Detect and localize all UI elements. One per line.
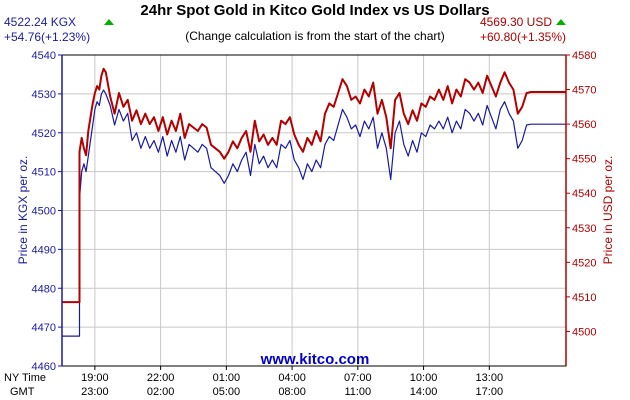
- usd-up-triangle-icon: [556, 19, 566, 25]
- left-tick-label: 4480: [32, 283, 56, 295]
- usd-change: +60.80(+1.35%): [480, 30, 566, 44]
- x-tick-label-ny: 13:00: [476, 372, 504, 384]
- right-tick-labels: 4500 4510 4520 4530 4540 4550 4560 4570 4580: [566, 50, 596, 338]
- x-tick-labels: 19:00 23:00 22:00 02:00 01:00 05:00 04:00 08:00…: [81, 366, 503, 398]
- left-tick-label: 4500: [32, 206, 56, 218]
- brand-link[interactable]: www.kitco.com: [260, 351, 370, 368]
- chart-subtitle: (Change calculation is from the start of…: [185, 29, 444, 43]
- left-tick-label: 4520: [32, 128, 56, 140]
- x-tick-label-ny: 19:00: [81, 372, 109, 384]
- right-tick-label: 4540: [572, 188, 596, 200]
- kgx-price: 4522.24 KGX: [4, 15, 76, 29]
- x-tick-label-gmt: 23:00: [81, 386, 109, 398]
- x-tick-label-gmt: 08:00: [278, 386, 306, 398]
- right-tick-label: 4550: [572, 154, 596, 166]
- left-tick-labels: 4460 4470 4480 4490 4500 4510 4520 4530 4540: [32, 50, 62, 373]
- x-tick-label-ny: 07:00: [344, 372, 372, 384]
- left-tick-label: 4540: [32, 50, 56, 62]
- left-tick-label: 4490: [32, 244, 56, 256]
- x-tick-label-gmt: 14:00: [410, 386, 438, 398]
- x-tick-label-gmt: 05:00: [213, 386, 241, 398]
- left-tick-label: 4510: [32, 167, 56, 179]
- left-tick-label: 4470: [32, 322, 56, 334]
- x-tick-label-gmt: 02:00: [147, 386, 175, 398]
- x-tick-label-gmt: 17:00: [476, 386, 504, 398]
- right-tick-label: 4510: [572, 292, 596, 304]
- right-tick-label: 4500: [572, 326, 596, 338]
- gmt-label: GMT: [10, 386, 35, 398]
- usd-price: 4569.30 USD: [480, 15, 552, 29]
- left-tick-label: 4530: [32, 89, 56, 101]
- series-line-kgx: [62, 89, 566, 337]
- kgx-change: +54.76(+1.23%): [4, 30, 90, 44]
- right-tick-label: 4520: [572, 257, 596, 269]
- right-tick-label: 4570: [572, 85, 596, 97]
- kgx-up-triangle-icon: [104, 19, 114, 25]
- right-axis-title: Price in USD per oz.: [601, 156, 615, 265]
- x-tick-label-ny: 01:00: [213, 372, 241, 384]
- left-tick-label: 4460: [32, 361, 56, 373]
- chart-title: 24hr Spot Gold in Kitco Gold Index vs US…: [140, 2, 489, 19]
- left-axis-title: Price in KGX per oz.: [16, 156, 30, 265]
- x-tick-label-gmt: 11:00: [344, 386, 371, 398]
- ny-time-label: NY Time: [4, 372, 46, 384]
- series-line-usd: [62, 67, 566, 304]
- series-group: [62, 67, 566, 337]
- x-tick-label-ny: 04:00: [278, 372, 306, 384]
- x-tick-label-ny: 10:00: [410, 372, 438, 384]
- right-tick-label: 4530: [572, 223, 596, 235]
- right-tick-label: 4560: [572, 119, 596, 131]
- right-tick-label: 4580: [572, 50, 596, 62]
- x-tick-label-ny: 22:00: [147, 372, 175, 384]
